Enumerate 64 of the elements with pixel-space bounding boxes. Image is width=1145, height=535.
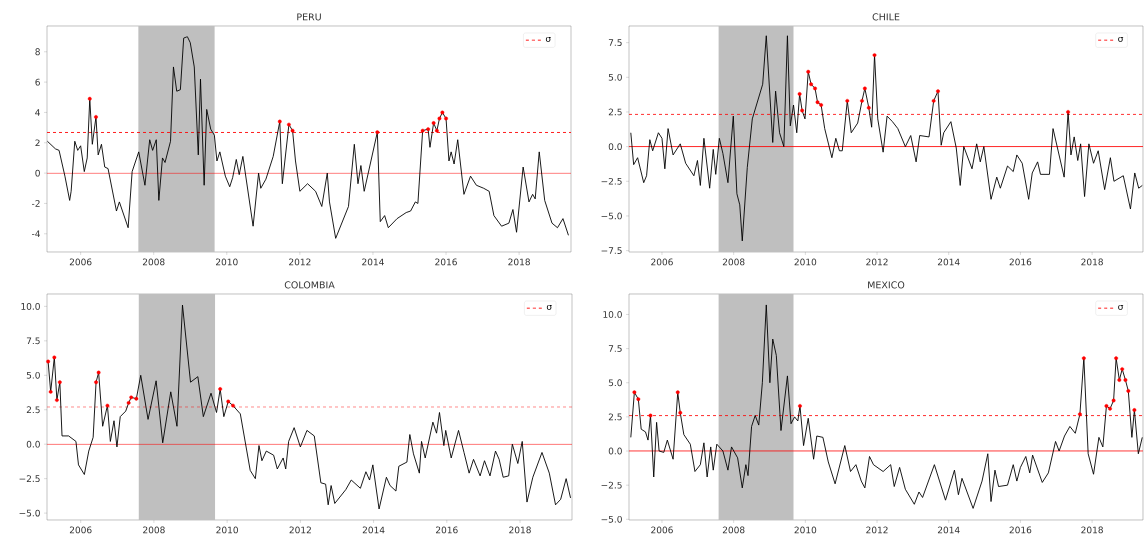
y-tick-label: -2 [31, 200, 40, 207]
x-tick-label: 2008 [722, 258, 745, 266]
x-tick-label: 2010 [216, 526, 238, 534]
legend-label: σ [1118, 36, 1124, 43]
legend-label: σ [545, 36, 551, 43]
y-tick-label: 4 [35, 109, 40, 116]
x-tick-label: 2018 [508, 258, 530, 266]
y-tick-label: 6 [35, 78, 40, 86]
y-tick-label: −5.0 [601, 515, 622, 523]
x-tick-label: 2014 [937, 526, 960, 534]
y-tick-label: 5.0 [608, 73, 622, 81]
x-tick-label: 2008 [722, 526, 745, 534]
x-tick-label: 2014 [362, 526, 385, 534]
chart-title: MEXICO [868, 281, 905, 289]
x-tick-label: 2016 [1009, 258, 1032, 266]
y-tick-label: 0 [35, 169, 40, 177]
x-tick-label: 2018 [509, 526, 531, 534]
y-tick-label: 7.5 [608, 345, 622, 352]
y-tick-label: 0.0 [26, 440, 40, 448]
x-tick-label: 2018 [1081, 526, 1103, 534]
y-tick-label: −5.0 [19, 509, 40, 517]
x-tick-label: 2012 [866, 526, 888, 534]
y-tick-label: 7.5 [608, 39, 622, 46]
y-tick-label: -4 [31, 230, 40, 238]
y-tick-label: 10.0 [603, 311, 622, 318]
x-tick-label: 2016 [435, 258, 457, 266]
y-tick-label: 5.0 [26, 371, 40, 379]
x-tick-label: 2006 [69, 258, 92, 266]
x-tick-label: 2012 [289, 526, 311, 534]
y-tick-label: 2.5 [608, 108, 622, 116]
x-tick-label: 2016 [436, 526, 458, 534]
chart-title: PERU [297, 13, 321, 21]
y-tick-label: 7.5 [26, 337, 40, 345]
y-tick-label: −2.5 [601, 481, 622, 489]
x-tick-label: 2010 [794, 258, 817, 266]
x-tick-label: 2006 [69, 526, 92, 534]
x-tick-label: 2010 [794, 526, 817, 534]
x-tick-label: 2010 [216, 258, 238, 266]
x-tick-label: 2006 [651, 526, 673, 534]
y-tick-label: 0.0 [608, 447, 622, 455]
chart-title: CHILE [872, 13, 900, 21]
legend-label: σ [1118, 304, 1124, 311]
x-tick-label: 2008 [143, 526, 165, 534]
chart-title: COLOMBIA [284, 281, 335, 289]
y-tick-label: −5.0 [601, 212, 622, 220]
y-tick-label: 0.0 [608, 143, 622, 151]
y-tick-label: −2.5 [19, 475, 40, 483]
x-tick-label: 2016 [1009, 526, 1032, 534]
y-tick-label: 2.5 [26, 406, 40, 414]
y-tick-label: −2.5 [601, 177, 622, 185]
y-tick-label: −7.5 [601, 247, 622, 254]
y-tick-label: 5.0 [608, 379, 622, 387]
x-tick-label: 2012 [289, 258, 311, 266]
x-tick-label: 2008 [142, 258, 165, 266]
x-tick-label: 2006 [651, 258, 673, 266]
legend-label: σ [546, 304, 552, 311]
x-tick-label: 2014 [362, 258, 384, 266]
y-tick-label: 8 [35, 48, 40, 56]
x-tick-label: 2012 [866, 258, 888, 266]
y-tick-label: 2 [35, 139, 40, 147]
x-tick-label: 2018 [1081, 258, 1103, 266]
x-tick-label: 2014 [937, 258, 960, 266]
y-tick-label: 2.5 [608, 413, 622, 421]
y-tick-label: 10.0 [21, 302, 40, 310]
